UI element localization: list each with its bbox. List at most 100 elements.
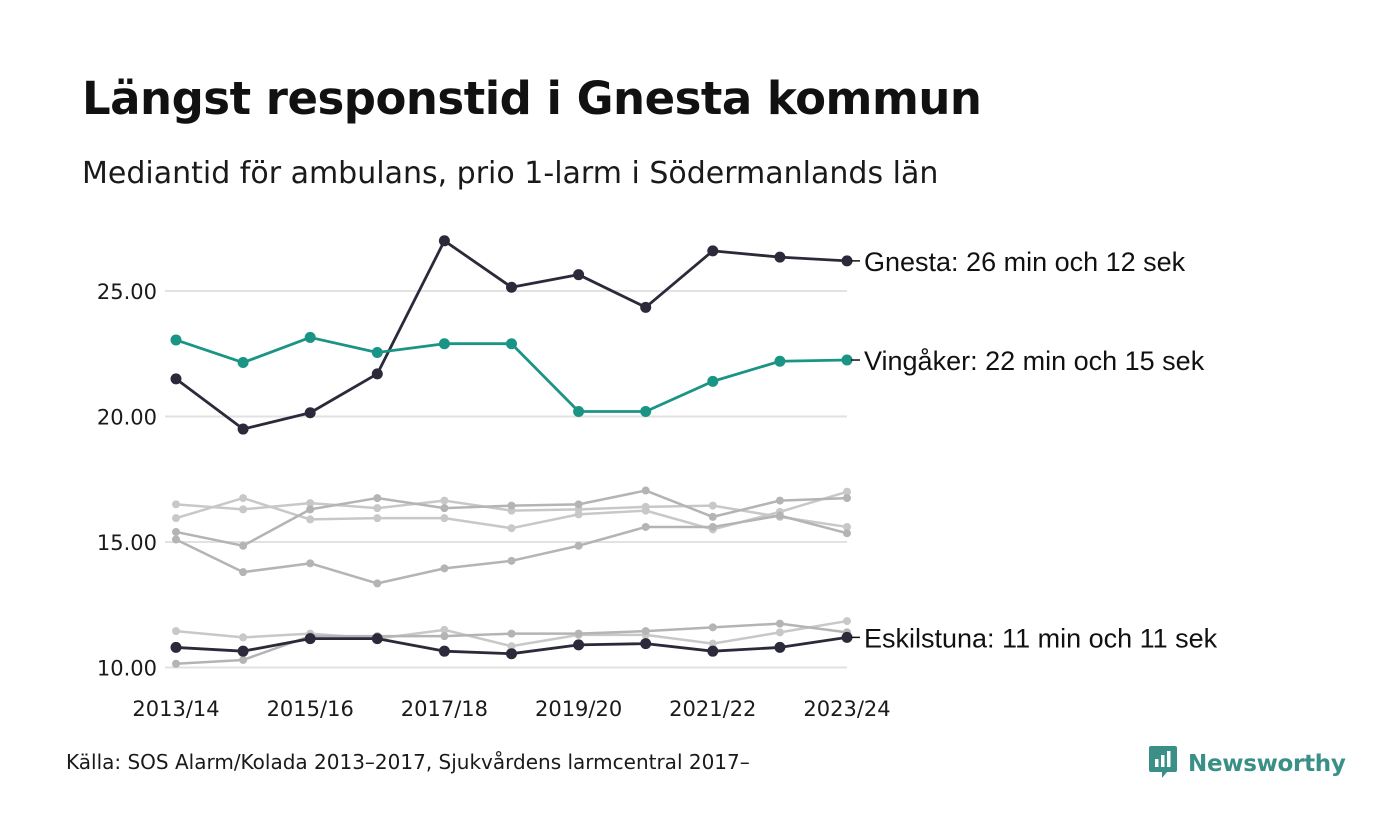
vingaker-series-point	[506, 338, 517, 350]
background-series-1-point	[239, 505, 248, 514]
background-series-2-point	[373, 514, 382, 523]
gnesta-series-point	[774, 251, 786, 263]
gnesta-series-point	[237, 423, 249, 435]
y-tick-label: 10.00	[97, 657, 157, 681]
background-series-1-point	[373, 504, 382, 513]
background-series-5-point	[775, 628, 784, 637]
background-series-4-point	[843, 529, 851, 538]
background-series-3-point	[843, 494, 851, 503]
brand-name: Newsworthy	[1188, 751, 1346, 777]
highlight-series-group	[170, 235, 853, 660]
eskilstuna-series-point	[170, 641, 182, 653]
vingaker-series-point	[774, 355, 786, 367]
gridlines	[165, 290, 847, 669]
gnesta-series-point	[707, 245, 719, 257]
background-series-6-point	[440, 632, 449, 641]
brand-logo[interactable]: Newsworthy	[1148, 745, 1346, 783]
x-tick-label: 2019/20	[535, 697, 622, 721]
gnesta-series-point	[640, 301, 652, 313]
background-series-4-point	[239, 568, 248, 577]
vingaker-series-point	[841, 354, 853, 366]
eskilstuna-series-point	[438, 645, 450, 657]
background-series-1-point	[843, 522, 851, 531]
gnesta-series-point	[438, 235, 450, 247]
vingaker-series-point	[170, 334, 182, 346]
background-series-4-point	[574, 541, 583, 550]
gnesta-series-point	[506, 281, 517, 293]
background-series-5-point	[239, 633, 248, 642]
background-series-3-point	[239, 541, 248, 550]
background-series-4-point	[507, 556, 516, 565]
background-series-4-point	[708, 522, 717, 531]
x-tick-label: 2013/14	[132, 697, 219, 721]
background-series-3-point	[775, 496, 784, 505]
background-series-3-point	[641, 486, 650, 495]
background-series-3-point	[440, 504, 449, 513]
eskilstuna-series-point	[841, 631, 853, 643]
gnesta-series-point	[573, 269, 585, 281]
eskilstuna-end-label: Eskilstuna: 11 min och 11 sek	[864, 623, 1218, 653]
background-series-6-point	[239, 655, 248, 664]
eskilstuna-series-point	[237, 645, 249, 657]
gnesta-series-point	[371, 368, 383, 380]
background-series-2-point	[172, 514, 180, 523]
gnesta-series-point	[841, 255, 853, 267]
background-series-4-point	[641, 522, 650, 531]
eskilstuna-series-point	[506, 648, 517, 660]
background-series-6-point	[708, 623, 717, 632]
eskilstuna-series-point	[707, 645, 719, 657]
background-series-5-point	[172, 627, 180, 636]
background-series-group	[172, 486, 851, 668]
background-series-1-point	[440, 496, 449, 505]
background-series-3-point	[708, 512, 717, 521]
end-labels-group: Gnesta: 26 min och 12 sek Vingåker: 22 mi…	[851, 247, 1218, 653]
chart-subtitle: Mediantid för ambulans, prio 1-larm i Sö…	[82, 156, 939, 191]
gnesta-series-point	[170, 373, 182, 385]
vingaker-series-point	[237, 357, 249, 369]
background-series-2-point	[239, 494, 248, 503]
background-series-5-point	[440, 625, 449, 634]
background-series-3-point	[507, 501, 516, 510]
background-series-1-point	[306, 499, 315, 508]
background-series-4-point	[440, 564, 449, 573]
background-series-2-point	[507, 524, 516, 533]
background-series-2-point	[843, 487, 851, 496]
background-series-6-point	[172, 659, 180, 668]
background-series-5-point	[708, 639, 717, 648]
y-tick-label: 15.00	[97, 531, 157, 555]
background-series-3-point	[172, 527, 180, 536]
bar-chart-chat-icon	[1148, 745, 1178, 783]
vingaker-series-point	[438, 338, 450, 350]
gnesta-series-line	[175, 239, 848, 431]
vingaker-series-point	[707, 375, 719, 387]
background-series-4-point	[306, 559, 315, 568]
y-tick-label: 25.00	[97, 280, 157, 304]
background-series-1-point	[708, 501, 717, 510]
background-series-6-point	[641, 627, 650, 636]
background-series-6-point	[574, 629, 583, 638]
x-tick-label: 2015/16	[267, 697, 354, 721]
y-tick-label: 20.00	[97, 406, 157, 430]
background-series-2-point	[306, 515, 315, 524]
vingaker-series-point	[640, 405, 652, 417]
eskilstuna-series-point	[573, 639, 585, 651]
background-series-3-point	[373, 494, 382, 503]
vingaker-series-point	[304, 331, 316, 343]
gnesta-end-label: Gnesta: 26 min och 12 sek	[864, 247, 1186, 277]
background-series-4-point	[172, 535, 180, 544]
eskilstuna-series-point	[371, 633, 383, 645]
background-series-6-point	[775, 619, 784, 628]
eskilstuna-series-point	[640, 638, 652, 650]
x-tick-label: 2021/22	[669, 697, 756, 721]
x-tick-label: 2017/18	[401, 697, 488, 721]
background-series-4-point	[775, 511, 784, 520]
background-series-4-point	[373, 579, 382, 588]
background-series-2-point	[641, 506, 650, 515]
background-series-3-point	[306, 505, 315, 514]
background-series-5-point	[507, 642, 516, 651]
vingaker-series-point	[573, 405, 585, 417]
background-series-1-point	[172, 500, 180, 509]
gnesta-series-point	[304, 407, 316, 419]
background-series-3-point	[574, 500, 583, 509]
